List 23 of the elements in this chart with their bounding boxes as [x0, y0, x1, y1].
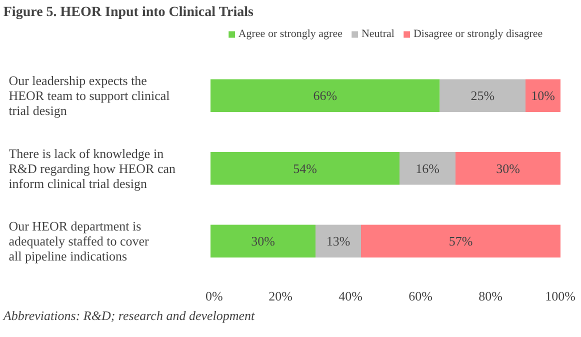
data-label: 16%: [416, 160, 440, 176]
data-label: 25%: [470, 88, 495, 104]
data-label: 54%: [293, 160, 318, 176]
legend-label: Disagree or strongly disagree: [413, 28, 543, 40]
y-tick-label: Our leadership expects the HEOR team to support clinical trial design: [8, 73, 170, 118]
data-label: 66%: [313, 88, 338, 104]
x-tick-label: 60%: [408, 288, 433, 304]
legend-label: Neutral: [361, 28, 394, 40]
data-label: 30%: [251, 234, 276, 249]
chart-title: Figure 5. HEOR Input into Clinical Trials: [3, 5, 254, 20]
y-tick-label: There is lack of knowledge in R&D regarding how HEOR can inform clinical trial design: [8, 146, 176, 191]
data-label: 13%: [326, 234, 350, 249]
x-tick-label: 100%: [545, 288, 576, 304]
x-tick-label: 80%: [478, 288, 503, 304]
data-label: 57%: [448, 234, 473, 249]
x-tick-label: 40%: [338, 288, 363, 304]
text: Abbreviations: R&D; research and development: [2, 308, 256, 323]
data-label: 10%: [531, 88, 556, 104]
x-tick-label: 0%: [206, 288, 223, 304]
legend-label: Agree or strongly agree: [238, 28, 342, 40]
data-label: 30%: [496, 160, 520, 176]
y-tick-label: Our HEOR department is adequately staffed to cover all pipeline indications: [8, 218, 150, 264]
x-tick-label: 20%: [268, 288, 293, 304]
